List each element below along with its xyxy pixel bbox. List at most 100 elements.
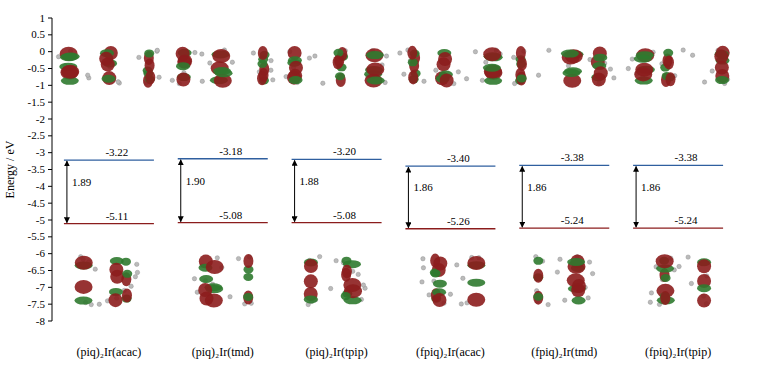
orbital-lobe — [74, 297, 92, 305]
atom — [459, 302, 463, 306]
atom — [228, 295, 232, 299]
atom — [192, 276, 196, 280]
orbital-lobe — [661, 274, 671, 282]
gap-label: 1.89 — [72, 176, 92, 188]
lumo-label: -3.20 — [333, 145, 356, 157]
atom — [269, 58, 273, 62]
orbital-lobe — [572, 279, 586, 293]
atom — [170, 78, 174, 82]
orbital-lobe — [206, 260, 224, 274]
orbital-lobe — [365, 48, 383, 62]
atom — [612, 76, 616, 80]
lumo-label: -3.38 — [675, 151, 698, 163]
orbital-lobe — [289, 61, 303, 75]
atom — [563, 298, 567, 302]
orbital-lobe — [634, 55, 652, 63]
atom — [547, 48, 551, 52]
atom — [626, 66, 630, 70]
homo-label: -5.26 — [447, 215, 470, 227]
gap-arrow — [180, 160, 181, 222]
y-tick — [48, 102, 52, 103]
orbital-lobe — [533, 293, 543, 301]
orbital-lobe — [533, 291, 543, 305]
atom — [511, 55, 515, 59]
orbital-lobe — [467, 293, 485, 307]
orbital-lobe — [99, 52, 113, 66]
orbital-lobe — [243, 293, 253, 301]
gap-label: 1.86 — [527, 181, 547, 193]
orbital-lobe — [289, 76, 303, 84]
y-tick — [48, 18, 52, 19]
y-tick-label: -4 — [36, 180, 46, 192]
gap-label: 1.86 — [413, 181, 433, 193]
atom — [313, 54, 317, 58]
atom — [649, 291, 653, 295]
atom — [558, 257, 562, 261]
orbital-lobe — [257, 71, 267, 85]
atom — [356, 272, 360, 276]
y-tick-label: -1 — [36, 79, 45, 91]
gap-arrow — [294, 160, 295, 221]
orbital-lobe — [517, 74, 527, 82]
atom — [648, 300, 652, 304]
homo-label: -5.11 — [106, 210, 129, 222]
orbital-lobe — [561, 50, 579, 58]
atom — [116, 80, 120, 84]
atom — [208, 61, 212, 65]
y-tick — [48, 321, 52, 322]
orbital-lobe — [243, 290, 253, 304]
orbital-lobe — [533, 257, 543, 265]
orbital-lobe — [102, 75, 116, 83]
atom — [689, 281, 693, 285]
orbital-lobe — [666, 72, 676, 86]
orbital-lobe — [109, 263, 123, 277]
y-tick-label: -5 — [36, 214, 46, 226]
orbital-lobe — [516, 71, 526, 85]
category-label: (piq)₂Ir(tpip) — [305, 345, 367, 359]
atom — [93, 267, 97, 271]
atom — [420, 280, 424, 284]
y-tick — [48, 169, 52, 170]
y-tick — [48, 253, 52, 254]
homo-level — [178, 222, 268, 223]
y-tick-label: -1.5 — [28, 96, 46, 108]
y-tick — [48, 186, 52, 187]
atom — [334, 258, 338, 262]
orbital-lobe — [144, 49, 154, 57]
gap-label: 1.88 — [300, 175, 320, 187]
orbital-lobe — [176, 47, 190, 61]
orbital-lobe — [438, 52, 452, 66]
atom — [480, 78, 484, 82]
orbital-lobe — [408, 70, 418, 84]
orbital-lobe — [198, 283, 212, 297]
y-tick — [48, 287, 52, 288]
orbital-lobe — [122, 270, 132, 278]
atom — [421, 266, 425, 270]
orbital-lobe — [533, 269, 543, 283]
y-tick — [48, 220, 52, 221]
atom — [157, 75, 161, 79]
orbital-lobe — [341, 257, 351, 265]
orbital-lobe — [304, 274, 318, 288]
atom — [455, 263, 459, 267]
homo-label: -5.08 — [333, 209, 356, 221]
atom — [133, 275, 137, 279]
atom — [677, 264, 681, 268]
orbital-lobe — [593, 54, 607, 62]
orbital-lobe — [109, 293, 123, 307]
orbital-lobe — [60, 66, 78, 80]
atom — [317, 254, 321, 258]
gap-arrow — [522, 166, 523, 227]
y-tick-label: -3.5 — [28, 163, 46, 175]
atom — [200, 79, 204, 83]
orbital-lobe — [562, 69, 580, 77]
y-tick — [48, 85, 52, 86]
atom — [484, 60, 488, 64]
atom — [251, 51, 255, 55]
orbital-lobe — [366, 51, 384, 59]
orbital-lobe — [258, 46, 268, 60]
orbital-lobe — [145, 58, 155, 72]
lumo-label: -3.22 — [105, 146, 128, 158]
orbital-lobe — [212, 49, 230, 63]
orbital-lobe — [664, 56, 674, 70]
